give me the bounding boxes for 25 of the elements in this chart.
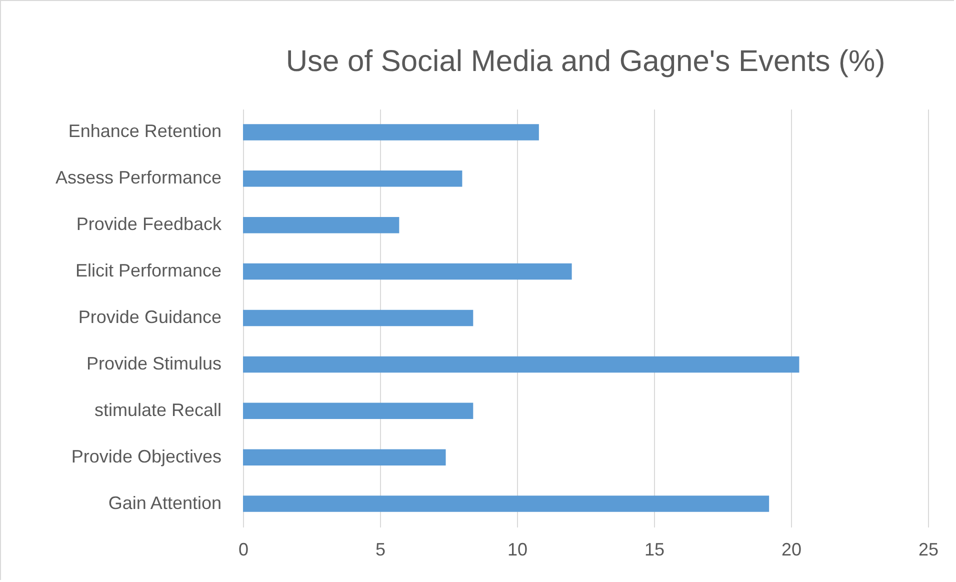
- y-tick-label: Provide Feedback: [76, 214, 222, 234]
- y-tick-label: Assess Performance: [55, 168, 222, 188]
- bar: [243, 356, 800, 373]
- bar: [243, 402, 474, 420]
- bar: [243, 216, 400, 234]
- x-tick-label: 0: [238, 540, 249, 560]
- y-tick-label: Provide Guidance: [78, 307, 222, 327]
- x-tick-label: 20: [781, 540, 802, 560]
- chart-title: Use of Social Media and Gagne's Events (%): [286, 45, 886, 78]
- bar: [243, 449, 446, 466]
- x-tick-label: 5: [375, 540, 386, 560]
- x-tick-label: 10: [507, 540, 528, 560]
- y-tick-label: Provide Objectives: [71, 446, 222, 466]
- bar: [243, 263, 572, 280]
- x-tick-label: 25: [918, 540, 939, 560]
- bar: [243, 170, 462, 187]
- y-tick-label: Enhance Retention: [68, 121, 222, 142]
- bar: [243, 496, 770, 512]
- y-tick-label: Provide Stimulus: [86, 353, 222, 374]
- y-tick-label: Gain Attention: [108, 492, 222, 513]
- bar: [243, 124, 539, 140]
- y-tick-label: Elicit Performance: [75, 260, 222, 281]
- y-tick-label: stimulate Recall: [94, 400, 222, 420]
- bar: [243, 310, 474, 326]
- x-tick-label: 15: [644, 540, 665, 560]
